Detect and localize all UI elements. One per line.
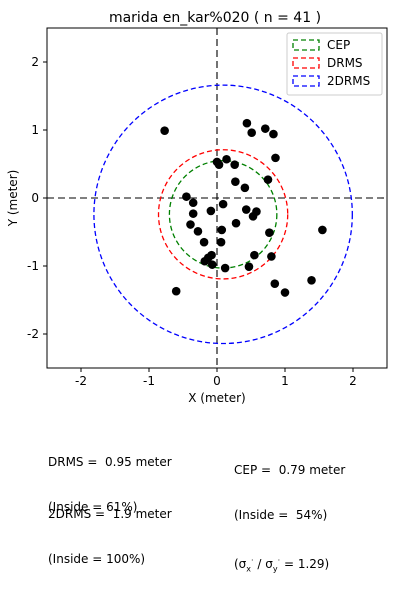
data-point xyxy=(188,209,198,218)
data-point xyxy=(280,288,290,297)
data-point xyxy=(250,250,259,260)
data-point xyxy=(206,206,216,216)
data-point xyxy=(265,228,274,237)
cep-value: CEP = 0.79 meter xyxy=(234,463,346,477)
data-point xyxy=(186,220,195,229)
data-point xyxy=(222,154,231,164)
y-tick-label: -2 xyxy=(27,327,39,341)
data-point xyxy=(263,175,273,184)
data-point xyxy=(171,286,181,296)
data-point xyxy=(182,192,191,201)
data-point xyxy=(242,118,252,128)
x-tick-label: 0 xyxy=(213,374,221,388)
data-point xyxy=(160,126,169,135)
y-tick-label: 1 xyxy=(31,123,39,137)
data-point xyxy=(188,198,198,208)
scatter-chart: marida en_kar%020 ( n = 41 ) -2 -1 0 1 2 -2 -1… xyxy=(6,10,388,405)
legend-swatch-drms xyxy=(292,57,320,69)
data-point xyxy=(199,237,209,247)
data-point xyxy=(230,160,239,169)
tick-layer: -2 -1 0 1 2 -2 -1 0 1 2 xyxy=(27,55,357,388)
drms-inside: (Inside = 61%) xyxy=(48,500,138,514)
data-point xyxy=(269,129,278,139)
x-tick-label: 1 xyxy=(281,374,289,388)
x-tick-label: -2 xyxy=(75,374,87,388)
data-point xyxy=(318,225,327,235)
y-tick-label: 0 xyxy=(31,191,39,205)
data-point xyxy=(267,252,276,261)
data-point xyxy=(231,177,240,186)
chart-title: marida en_kar%020 ( n = 41 ) xyxy=(109,10,321,26)
data-point xyxy=(193,227,203,236)
y-axis-label: Y (meter) xyxy=(6,170,20,228)
x-tick-label: 2 xyxy=(349,374,357,388)
cep-circle xyxy=(168,159,278,269)
data-point xyxy=(216,237,226,247)
drms2-stats: 2DRMS = 1.9 meter (Inside = 100%) xyxy=(48,477,172,582)
drms-stats: DRMS = 0.95 meter (Inside = 61%) xyxy=(48,425,172,530)
data-point xyxy=(247,128,256,138)
legend-swatch-2drms xyxy=(292,75,320,87)
data-point xyxy=(307,275,316,285)
points-layer xyxy=(160,118,327,297)
drms2-inside: (Inside = 100%) xyxy=(48,552,146,566)
data-point xyxy=(231,218,241,228)
sigma-ratio-value: 1.29 xyxy=(297,557,325,571)
drms-value: DRMS = 0.95 meter xyxy=(48,455,172,469)
legend-swatch-cep xyxy=(292,39,320,51)
data-point xyxy=(260,124,270,133)
cep-inside: (Inside = 54%) xyxy=(234,508,328,522)
drms2-value: 2DRMS = 1.9 meter xyxy=(48,507,172,521)
data-point xyxy=(270,279,280,288)
data-point xyxy=(218,199,228,209)
data-point xyxy=(207,260,217,269)
data-point xyxy=(240,183,250,193)
data-point xyxy=(244,262,254,271)
sigma-ratio: (σx· / σy· = 1.29) xyxy=(234,556,330,574)
y-tick-label: 2 xyxy=(31,55,39,69)
x-tick-label: -1 xyxy=(143,374,155,388)
legend-box xyxy=(286,32,383,96)
data-point xyxy=(200,256,210,266)
drms-circle xyxy=(157,149,289,280)
data-point xyxy=(214,160,224,169)
legend-label-drms: DRMS xyxy=(327,56,363,70)
data-point xyxy=(217,225,227,235)
cep-stats: CEP = 0.79 meter (Inside = 54%) (σx· / σ… xyxy=(234,433,345,591)
data-point xyxy=(271,153,280,163)
y-tick-label: -1 xyxy=(27,259,39,273)
circle-layer xyxy=(93,84,353,345)
data-point xyxy=(220,263,230,273)
2drms-circle xyxy=(93,84,353,345)
x-axis-label: X (meter) xyxy=(188,391,246,405)
legend-label-2drms: 2DRMS xyxy=(327,74,370,88)
data-point xyxy=(248,212,258,221)
legend-label-cep: CEP xyxy=(327,38,350,52)
data-point xyxy=(241,205,251,214)
legend: CEP DRMS 2DRMS xyxy=(286,32,383,96)
